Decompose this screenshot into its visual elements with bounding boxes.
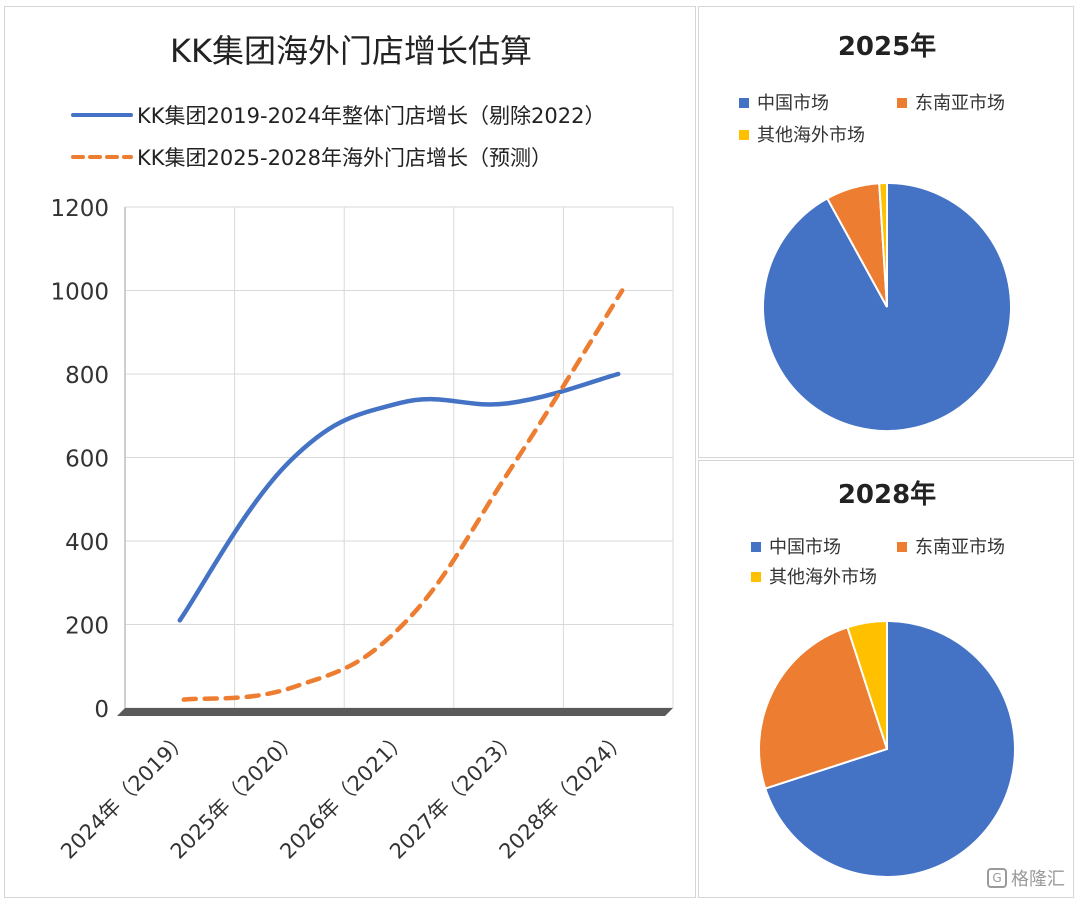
- y-tick-label-800: 800: [65, 363, 109, 389]
- line-chart: KK集团海外门店增长估算 KK集团2019-2024年整体门店增长（剔除2022）…: [50, 32, 674, 864]
- series-line-1: [177, 371, 621, 623]
- pie-2028-legend-label-3: 其他海外市场: [769, 567, 877, 588]
- pie-2025-legend-swatch-1: [739, 98, 749, 108]
- pie-2028-slice-1: [764, 619, 1016, 878]
- legend-label-1: KK集团2019-2024年整体门店增长（剔除2022）: [137, 104, 605, 128]
- series-line-2: [181, 288, 625, 702]
- y-tick-label-1200: 1200: [50, 196, 109, 222]
- pie-2028-legend-label-1: 中国市场: [769, 537, 841, 558]
- chart-floor: [117, 708, 673, 716]
- pie-2025-title: 2025年: [838, 31, 936, 62]
- watermark-text: 格隆汇: [1011, 869, 1065, 890]
- pie-2025-legend-label-3: 其他海外市场: [757, 125, 865, 146]
- pie-chart-panel-2028: 2028年中国市场 东南亚市场其他海外市场 G 格隆汇: [698, 460, 1074, 898]
- pie-2028-slice-3: [846, 619, 888, 750]
- y-tick-label-200: 200: [65, 614, 109, 640]
- pie-2025-legend-swatch-2: [897, 98, 907, 108]
- line-chart-panel: KK集团海外门店增长估算 KK集团2019-2024年整体门店增长（剔除2022）…: [4, 6, 696, 898]
- watermark: G 格隆汇: [987, 865, 1065, 891]
- y-tick-label-1000: 1000: [50, 280, 109, 306]
- pie-2025-slice-3: [878, 181, 888, 308]
- pie-2025-legend-swatch-3: [739, 130, 749, 140]
- chart-title: KK集团海外门店增长估算: [170, 32, 532, 70]
- y-tick-label-0: 0: [94, 697, 109, 723]
- watermark-logo-icon: G: [987, 868, 1007, 888]
- pie-2025-legend-label-1: 中国市场: [757, 93, 829, 114]
- pie-2028-slice-2: [758, 626, 889, 790]
- legend-label-2: KK集团2025-2028年海外门店增长（预测）: [137, 146, 552, 170]
- pie-2028-legend-label-2: 东南亚市场: [915, 537, 1005, 558]
- pie-2028-legend-swatch-2: [897, 542, 907, 552]
- pie-2028-legend-swatch-3: [751, 572, 761, 582]
- pie-chart-panel-2025: 2025年中国市场 东南亚市场其他海外市场: [698, 6, 1074, 458]
- pie-2025-legend-label-2: 东南亚市场: [915, 93, 1005, 114]
- y-tick-label-400: 400: [65, 530, 109, 556]
- y-tick-label-600: 600: [65, 447, 109, 473]
- pie-2028-title: 2028年: [838, 479, 936, 510]
- pie-2028-legend-swatch-1: [751, 542, 761, 552]
